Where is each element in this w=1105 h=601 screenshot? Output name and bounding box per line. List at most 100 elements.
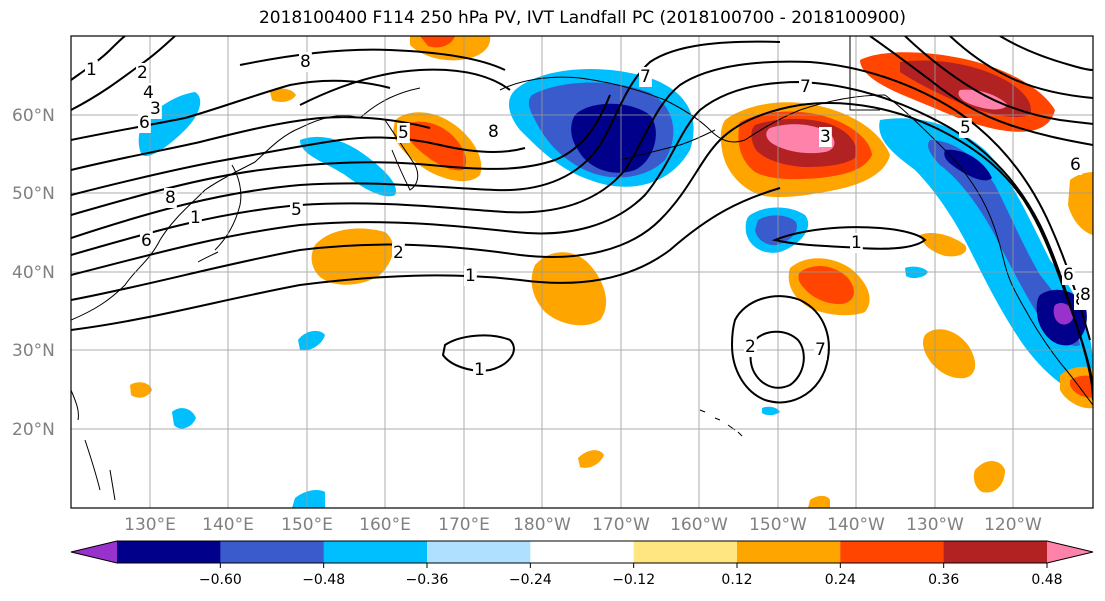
contour-1	[71, 187, 781, 331]
contour-label: 3	[820, 127, 831, 147]
contour-label: 2	[745, 337, 756, 357]
contour-label-background	[744, 337, 757, 357]
contour-5	[71, 40, 781, 239]
contour-label: 2	[137, 63, 148, 83]
colorbar: −0.60 −0.48 −0.36 −0.24 −0.12 0.12 0.24 0.36 0.4…	[70, 540, 1094, 588]
contour-8	[71, 116, 431, 171]
lat-label-50n: 50°N	[12, 184, 55, 204]
contour-label-background	[392, 243, 405, 263]
contour-label: 1	[465, 266, 476, 286]
longitude-labels: 130°E 140°E 150°E 160°E 170°E 180°W 170°…	[124, 515, 1042, 535]
negative-anomaly-westcoast-core	[944, 149, 992, 181]
contour-label-background	[850, 233, 863, 253]
contour-9	[71, 79, 391, 141]
contour-label-background	[814, 340, 827, 360]
contour-label: 8	[300, 52, 311, 72]
colorbar-segment	[737, 541, 841, 563]
colorbar-tick-label: −0.12	[612, 572, 655, 588]
lon-label: 170°E	[438, 515, 490, 535]
lon-label: 130°W	[906, 515, 964, 535]
positive-anomaly-central-3-inner	[798, 266, 854, 305]
contour-7	[71, 136, 526, 196]
map-frame	[70, 35, 1094, 509]
map-content: 1 2 4 3 6 7 8 5 8 1 6 5 2 1 8 7 3 8 5 6 …	[71, 36, 1093, 508]
negative-anomaly-small-1	[298, 330, 325, 351]
contour-label: 5	[960, 118, 971, 138]
positive-anomaly-south-1	[973, 461, 1005, 493]
contour-central-1	[771, 226, 927, 250]
contour-label-background	[819, 127, 832, 147]
contour-label-background	[397, 123, 410, 143]
colorbar-tick-label: −0.36	[406, 572, 449, 588]
positive-anomaly-south-2	[578, 450, 604, 468]
colorbar-tick-label: −0.24	[509, 572, 552, 588]
contour-label: 8	[1080, 285, 1091, 305]
contour-label: 6	[141, 231, 152, 251]
negative-anomaly-small-5	[762, 406, 780, 416]
contour-13	[239, 48, 506, 71]
contour-labels: 1 2 4 3 6 7 8 5 8 1 6 5 2 1 8 7 3 8 5 6 …	[85, 52, 1092, 380]
contour-label-background	[290, 200, 303, 220]
contour-label: 7	[815, 340, 826, 360]
contour-label-background	[464, 266, 477, 286]
contour-label-background	[1062, 265, 1075, 285]
contour-label-background	[136, 63, 149, 83]
lon-label: 160°E	[359, 515, 411, 535]
contour-label-background	[1079, 285, 1092, 305]
contour-3	[71, 80, 1093, 391]
lat-label-30n: 30°N	[12, 341, 55, 361]
contour-label: 6	[1063, 265, 1074, 285]
coast-philippines	[71, 389, 116, 501]
colorbar-tick-label: −0.48	[302, 572, 345, 588]
positive-anomaly-small-2	[808, 495, 830, 508]
contour-ne-2	[904, 36, 1093, 125]
contour-4	[71, 60, 1091, 341]
positive-anomaly-canada-core	[958, 89, 1008, 110]
coast-aleutians	[619, 129, 716, 161]
lon-label: 150°W	[749, 515, 807, 535]
contour-label-background	[149, 99, 162, 119]
contour-label-background	[164, 188, 177, 208]
contour-label: 7	[640, 67, 651, 87]
colorbar-extend-low	[71, 541, 117, 563]
positive-anomaly-small-1	[130, 382, 152, 398]
lon-label: 140°W	[827, 515, 885, 535]
pv-contours	[71, 36, 1093, 404]
colorbar-segment	[530, 541, 635, 563]
contour-low-1	[441, 334, 515, 372]
contour-label: 7	[800, 77, 811, 97]
contour-label: 6	[1070, 155, 1081, 175]
colorbar-segment	[323, 541, 428, 563]
contour-label: 1	[474, 360, 485, 380]
negative-anomaly-west	[138, 92, 201, 156]
colorbar-segment	[117, 541, 221, 563]
colorbar-outline	[70, 540, 1094, 564]
negative-anomaly-kamchatka	[300, 136, 396, 197]
contour-label: 1	[190, 208, 201, 228]
colorbar-tick-label: 0.12	[721, 572, 752, 588]
positive-anomaly-okhotsk-inner	[404, 121, 467, 171]
contour-label: 1	[86, 60, 97, 80]
contour-label-background	[487, 122, 500, 142]
negative-anomaly-small-2	[172, 408, 196, 429]
contour-label-background	[189, 208, 202, 228]
colorbar-tick-label: 0.24	[825, 572, 856, 588]
positive-anomaly-gulf-alaska-core	[766, 124, 835, 154]
colorbar-segment	[840, 541, 945, 563]
coast-north-america	[884, 94, 1093, 406]
contour-11	[71, 36, 126, 81]
contour-label: 2	[393, 243, 404, 263]
coast-alaska	[499, 76, 886, 143]
contour-label-background	[85, 60, 98, 80]
lon-label: 160°W	[670, 515, 728, 535]
negative-anomaly-small-3	[292, 490, 325, 508]
contour-6	[71, 94, 611, 216]
positive-anomaly-central-4	[923, 329, 976, 379]
lon-label: 140°E	[202, 515, 254, 535]
lon-label: 180°W	[513, 515, 571, 535]
colorbar-segment	[633, 541, 738, 563]
contour-label: 5	[398, 123, 409, 143]
coast-hawaii	[699, 409, 743, 437]
negative-anomaly-socal-purple	[1053, 303, 1074, 325]
colorbar-tick-label: 0.48	[1031, 572, 1062, 588]
